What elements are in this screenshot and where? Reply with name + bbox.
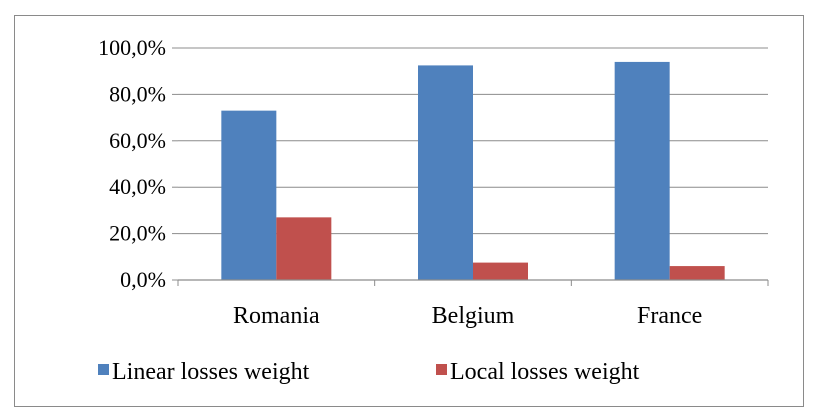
bar-romania-local [276, 217, 332, 280]
y-tick-label: 80,0% [109, 81, 166, 106]
y-tick-label: 0,0% [120, 267, 166, 292]
bar-belgium-linear [418, 65, 473, 281]
y-tick-label: 20,0% [109, 221, 166, 246]
bars [221, 61, 725, 281]
x-axis [177, 279, 769, 286]
legend-swatch [98, 364, 109, 375]
legend-label: Linear losses weight [112, 359, 310, 385]
x-category-label: Belgium [432, 303, 515, 329]
legend-label: Local losses weight [450, 359, 640, 385]
legend-swatch [436, 364, 447, 375]
y-tick-label: 100,0% [98, 35, 166, 60]
bar-belgium-local [473, 262, 528, 280]
bar-france-linear [614, 61, 670, 280]
legend: Linear losses weight Local losses weight [98, 359, 640, 385]
chart-frame [14, 15, 804, 407]
bar-romania-linear [221, 110, 277, 280]
x-category-label: France [637, 303, 702, 329]
x-axis-categories: Romania Belgium France [233, 303, 702, 329]
y-axis-ticks: 0,0% 20,0% 40,0% 60,0% 80,0% 100,0% [98, 35, 178, 292]
y-tick-label: 60,0% [109, 128, 166, 153]
x-category-label: Romania [233, 303, 320, 329]
bar-france-local [669, 266, 725, 280]
y-tick-label: 40,0% [109, 174, 166, 199]
